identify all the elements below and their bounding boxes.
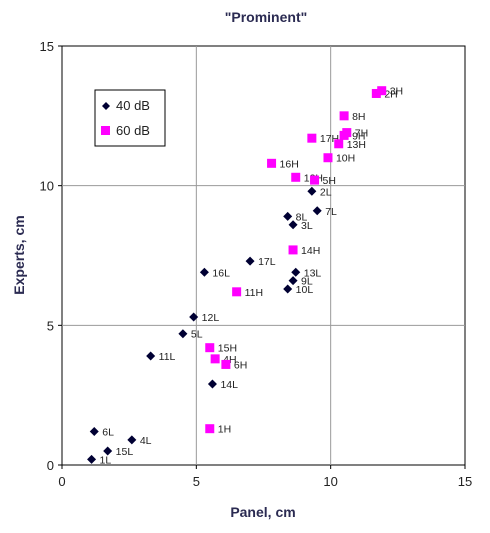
- data-point-60db: [210, 354, 220, 364]
- point-label: 15H: [218, 343, 237, 355]
- point-label: 8L: [296, 211, 308, 223]
- data-point-60db: [342, 128, 352, 138]
- point-label: 14L: [220, 379, 238, 391]
- data-point-60db: [232, 287, 242, 297]
- data-point-60db: [205, 424, 215, 434]
- data-point-40db: [283, 211, 293, 221]
- point-label: 16L: [212, 267, 230, 279]
- point-label: 14H: [301, 245, 320, 257]
- point-label: 6H: [234, 359, 247, 371]
- point-label: 10H: [336, 153, 355, 165]
- point-label: 3H: [390, 86, 403, 98]
- gridlines: [62, 46, 465, 465]
- x-tick-label: 5: [193, 474, 200, 489]
- y-tick-label: 5: [47, 318, 54, 333]
- point-label: 7H: [355, 128, 368, 140]
- point-label: 11H: [245, 287, 263, 299]
- data-point-60db: [339, 111, 349, 121]
- point-label: 11L: [159, 351, 176, 363]
- point-label: 6L: [102, 426, 114, 438]
- legend-diamond-marker: [102, 102, 110, 110]
- data-point-40db: [291, 267, 301, 277]
- point-label: 2H: [384, 88, 397, 100]
- point-label: 7L: [325, 206, 337, 218]
- point-label: 13L: [304, 267, 322, 279]
- data-point-60db: [307, 133, 317, 143]
- point-label: 13H: [347, 139, 366, 151]
- point-label: 17L: [258, 256, 276, 268]
- data-point-60db: [288, 245, 298, 255]
- x-tick-label: 0: [58, 474, 65, 489]
- point-label: 5L: [191, 329, 203, 341]
- point-label: 9H: [352, 130, 365, 142]
- chart-title: "Prominent": [225, 9, 308, 25]
- y-axis-label: Experts, cm: [11, 215, 27, 294]
- data-point-60db: [291, 172, 301, 182]
- data-point-60db: [310, 175, 320, 185]
- legend: 40 dB 60 dB: [94, 89, 166, 147]
- point-label: 1H: [218, 424, 231, 436]
- data-point-60db: [267, 158, 277, 168]
- data-point-40db: [283, 284, 293, 294]
- y-tick-label: 0: [47, 458, 54, 473]
- x-tick-label: 15: [458, 474, 472, 489]
- y-tick-label: 10: [40, 179, 54, 194]
- data-point-40db: [199, 267, 209, 277]
- point-label: 15L: [116, 446, 134, 458]
- point-label: 10L: [296, 284, 314, 296]
- data-point-40db: [288, 220, 298, 230]
- point-label: 5H: [323, 175, 336, 187]
- data-point-40db: [178, 329, 188, 339]
- legend-label-40db: 40 dB: [116, 98, 150, 113]
- data-point-60db: [377, 86, 387, 96]
- legend-square-marker: [101, 126, 110, 135]
- legend-box: [94, 89, 166, 147]
- data-point-60db: [205, 343, 215, 353]
- y-tick-label: 15: [40, 39, 54, 54]
- data-point-40db: [288, 276, 298, 286]
- data-point-40db: [207, 379, 217, 389]
- point-label: 16H: [280, 158, 299, 170]
- axis-ticks: 0 5 10 15 0 5 10 15: [40, 39, 473, 489]
- x-tick-label: 10: [323, 474, 337, 489]
- data-point-40db: [103, 446, 113, 456]
- data-point-40db: [89, 426, 99, 436]
- data-point-60db: [323, 153, 333, 163]
- data-point-40db: [87, 454, 97, 464]
- data-point-40db: [312, 206, 322, 216]
- data-point-60db: [371, 88, 381, 98]
- x-axis-label: Panel, cm: [230, 504, 295, 520]
- data-point-40db: [127, 435, 137, 445]
- data-point-40db: [189, 312, 199, 322]
- point-label: 12L: [202, 312, 220, 324]
- point-label: 8H: [352, 111, 365, 123]
- point-label: 2L: [320, 186, 332, 198]
- legend-label-60db: 60 dB: [116, 123, 150, 138]
- data-point-40db: [146, 351, 156, 361]
- data-point-60db: [221, 359, 231, 369]
- point-label: 9L: [301, 276, 313, 288]
- point-label: 4L: [140, 435, 152, 447]
- data-point-40db: [307, 186, 317, 196]
- data-point-40db: [245, 256, 255, 266]
- point-label: 1L: [100, 454, 112, 466]
- data-point-60db: [334, 139, 344, 149]
- point-label: 3L: [301, 220, 313, 232]
